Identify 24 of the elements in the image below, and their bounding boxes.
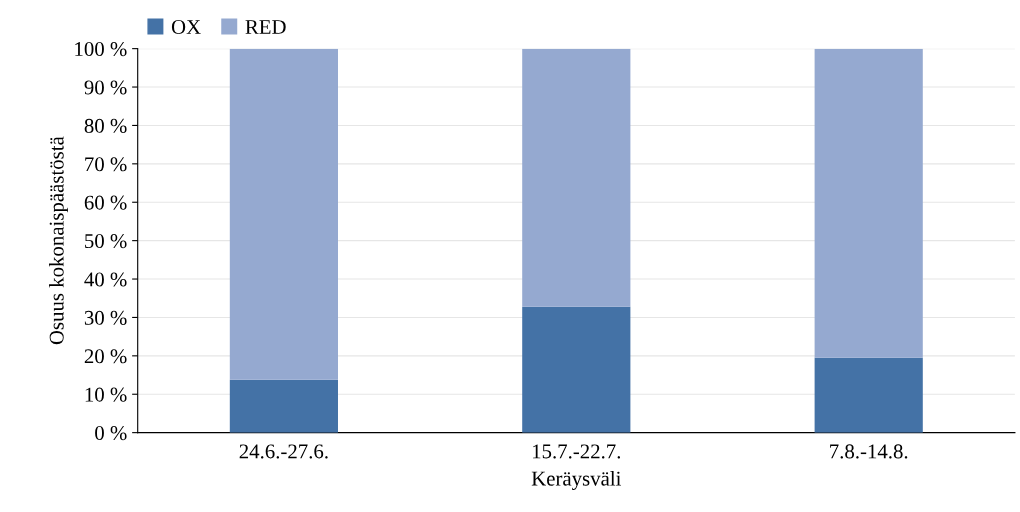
y-tick-label: 90 % [84, 80, 127, 95]
y-tick-label: 30 % [84, 310, 127, 325]
bar [522, 306, 631, 433]
bar [522, 48, 631, 307]
y-axis-title: Osuus kokonaispäästöstä [49, 136, 68, 345]
y-tick-label: 0 % [95, 426, 127, 441]
y-tick-label: 50 % [85, 234, 127, 249]
y-tick-label: 80 % [84, 118, 127, 133]
legend-label: RED [245, 20, 286, 34]
y-tick-label: 100 % [75, 42, 127, 57]
bar [229, 379, 338, 433]
bar [814, 357, 923, 433]
y-tick-label: 60 % [84, 195, 127, 210]
x-axis-title: Keräysväli [531, 470, 622, 490]
x-tick-label: 7.8.-14.8. [830, 444, 908, 459]
y-tick-label: 20 % [84, 349, 127, 364]
legend-label: OX [171, 19, 201, 34]
bar [229, 48, 338, 380]
y-tick-label: 70 % [85, 157, 127, 172]
x-tick-label: 24.6.-27.6. [239, 444, 328, 459]
y-tick-label: 10 % [85, 387, 127, 402]
bar [814, 48, 923, 358]
x-tick-label: 15.7.-22.7. [533, 444, 621, 459]
y-tick-label: 40 % [84, 272, 127, 287]
